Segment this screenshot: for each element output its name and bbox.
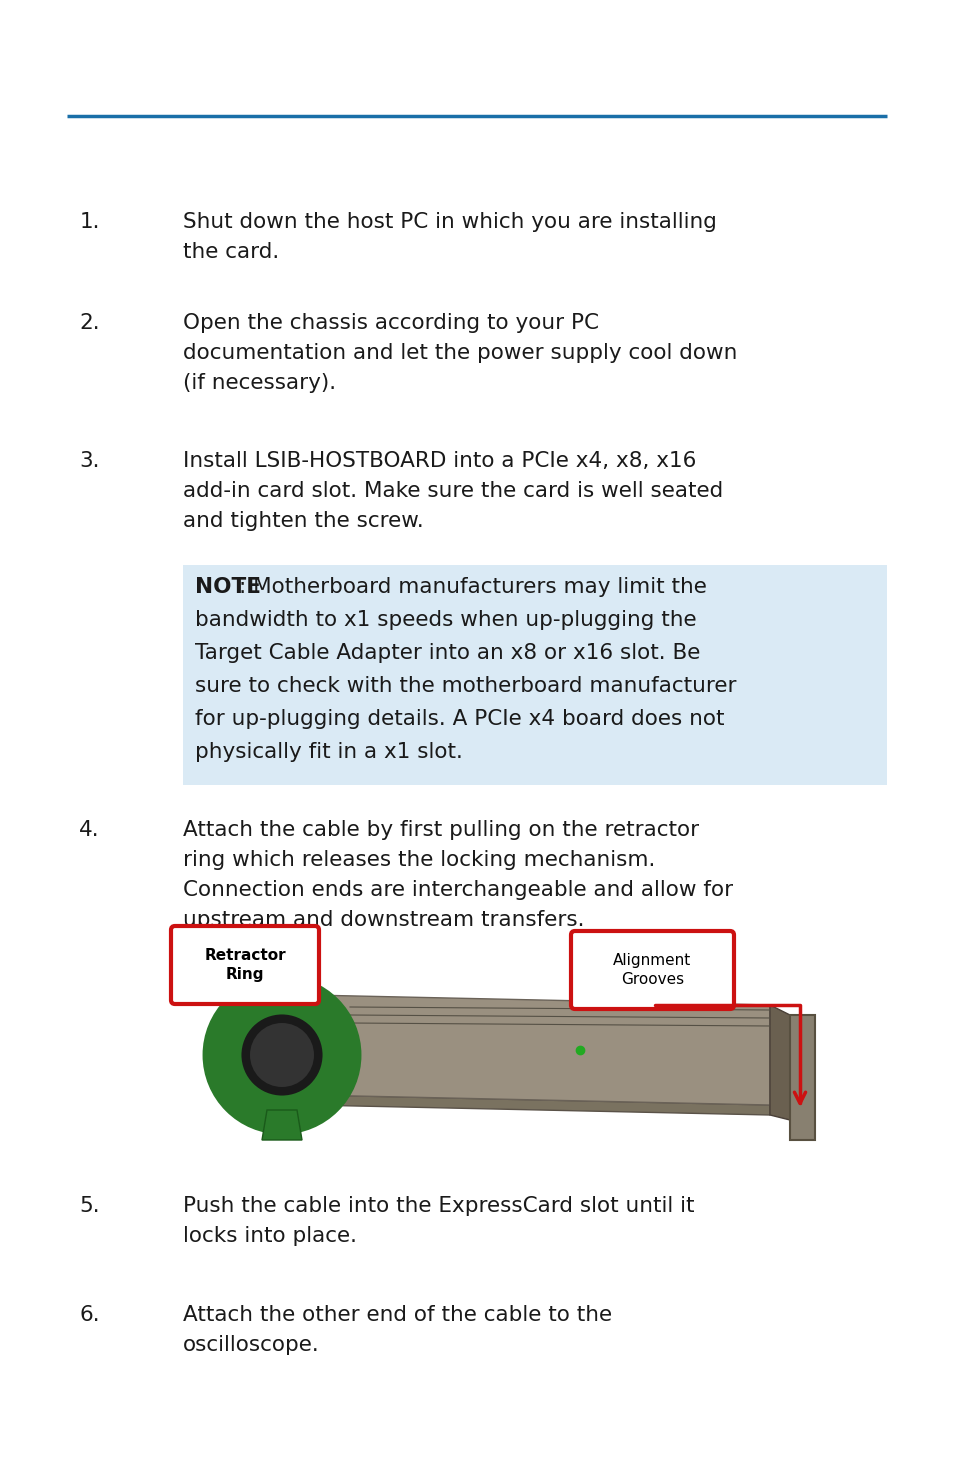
Text: NOTE: NOTE (194, 577, 261, 597)
Text: upstream and downstream transfers.: upstream and downstream transfers. (183, 910, 584, 931)
Text: for up-plugging details. A PCIe x4 board does not: for up-plugging details. A PCIe x4 board… (194, 709, 723, 729)
Text: bandwidth to x1 speeds when up-plugging the: bandwidth to x1 speeds when up-plugging … (194, 611, 696, 630)
Text: (if necessary).: (if necessary). (183, 373, 335, 392)
Text: Open the chassis according to your PC: Open the chassis according to your PC (183, 313, 598, 333)
Text: documentation and let the power supply cool down: documentation and let the power supply c… (183, 344, 737, 363)
Text: and tighten the screw.: and tighten the screw. (183, 510, 423, 531)
Polygon shape (310, 1094, 769, 1115)
Text: Install LSIB-HOSTBOARD into a PCIe x4, x8, x16: Install LSIB-HOSTBOARD into a PCIe x4, x… (183, 451, 696, 471)
FancyBboxPatch shape (171, 926, 318, 1004)
Text: Attach the other end of the cable to the: Attach the other end of the cable to the (183, 1305, 612, 1325)
Text: 5.: 5. (79, 1196, 100, 1215)
FancyBboxPatch shape (571, 931, 733, 1009)
Text: Connection ends are interchangeable and allow for: Connection ends are interchangeable and … (183, 881, 732, 900)
Bar (789, 1015, 814, 1140)
Polygon shape (310, 996, 769, 1105)
Text: : Motherboard manufacturers may limit the: : Motherboard manufacturers may limit th… (239, 577, 706, 597)
Text: Attach the cable by first pulling on the retractor: Attach the cable by first pulling on the… (183, 820, 699, 839)
Text: Push the cable into the ExpressCard slot until it: Push the cable into the ExpressCard slot… (183, 1196, 694, 1215)
Text: 1.: 1. (79, 212, 100, 232)
Text: 3.: 3. (79, 451, 100, 471)
Polygon shape (769, 1004, 789, 1120)
Text: Shut down the host PC in which you are installing: Shut down the host PC in which you are i… (183, 212, 716, 232)
Text: the card.: the card. (183, 242, 279, 263)
Text: 2.: 2. (79, 313, 100, 333)
Text: add-in card slot. Make sure the card is well seated: add-in card slot. Make sure the card is … (183, 481, 722, 502)
Polygon shape (262, 1111, 302, 1140)
Circle shape (250, 1024, 314, 1087)
Text: 6.: 6. (79, 1305, 100, 1325)
Text: oscilloscope.: oscilloscope. (183, 1335, 319, 1356)
Circle shape (222, 996, 341, 1115)
Text: 4.: 4. (79, 820, 100, 839)
Text: Retractor
Ring: Retractor Ring (204, 947, 286, 982)
Text: locks into place.: locks into place. (183, 1226, 356, 1246)
Text: physically fit in a x1 slot.: physically fit in a x1 slot. (194, 742, 462, 763)
Text: sure to check with the motherboard manufacturer: sure to check with the motherboard manuf… (194, 676, 736, 696)
Text: ring which releases the locking mechanism.: ring which releases the locking mechanis… (183, 850, 655, 870)
Text: Alignment
Grooves: Alignment Grooves (613, 953, 691, 987)
Bar (183, 565, 886, 785)
Text: Target Cable Adapter into an x8 or x16 slot. Be: Target Cable Adapter into an x8 or x16 s… (194, 643, 700, 662)
